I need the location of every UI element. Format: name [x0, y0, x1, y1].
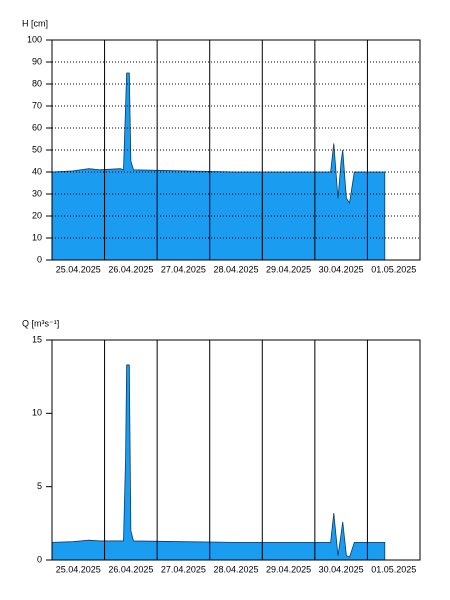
x-tick-label: 25.04.2025	[56, 564, 101, 574]
x-tick-label: 26.04.2025	[108, 564, 153, 574]
plot-frame	[51, 339, 421, 561]
y-tick-label: 0	[37, 554, 42, 564]
x-tick-label: 30.04.2025	[319, 264, 364, 274]
x-tick-label: 28.04.2025	[213, 264, 258, 274]
x-tick-label: 30.04.2025	[319, 564, 364, 574]
y-tick-label: 30	[32, 188, 42, 198]
x-tick-label: 25.04.2025	[56, 264, 101, 274]
y-tick-label: 20	[32, 210, 42, 220]
area	[51, 72, 386, 261]
y-axis-label: H [cm]	[22, 18, 48, 28]
y-axis-label: Q [m³s⁻¹]	[22, 318, 59, 328]
y-tick-label: 0	[37, 254, 42, 264]
x-tick-label: 01.05.2025	[371, 564, 416, 574]
y-tick-label: 50	[32, 144, 42, 154]
x-tick-label: 26.04.2025	[108, 264, 153, 274]
y-tick-label: 70	[32, 100, 42, 110]
y-tick-label: 40	[32, 166, 42, 176]
x-tick-label: 01.05.2025	[371, 264, 416, 274]
plot-frame	[51, 39, 421, 261]
x-tick-label: 28.04.2025	[213, 564, 258, 574]
y-tick-label: 5	[37, 481, 42, 491]
x-tick-label: 27.04.2025	[161, 264, 206, 274]
x-tick-label: 27.04.2025	[161, 564, 206, 574]
area	[51, 364, 386, 561]
y-tick-label: 100	[27, 34, 42, 44]
y-tick-label: 10	[32, 408, 42, 418]
x-tick-label: 29.04.2025	[266, 564, 311, 574]
y-tick-label: 10	[32, 232, 42, 242]
y-tick-label: 80	[32, 78, 42, 88]
y-tick-label: 90	[32, 56, 42, 66]
y-tick-label: 15	[32, 334, 42, 344]
y-tick-label: 60	[32, 122, 42, 132]
x-tick-label: 29.04.2025	[266, 264, 311, 274]
